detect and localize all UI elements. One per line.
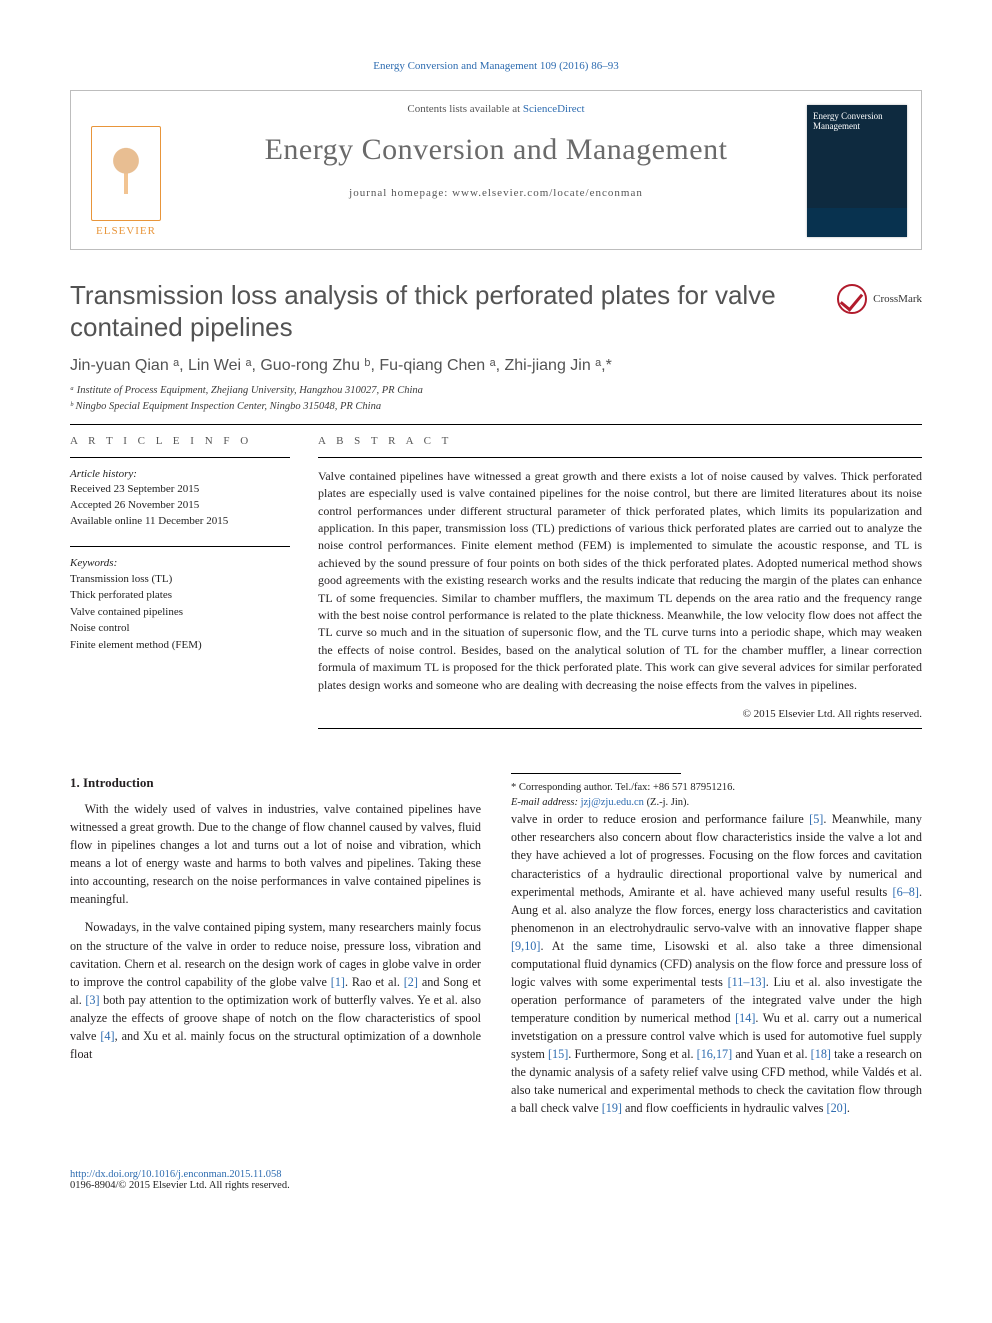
homepage-prefix: journal homepage: [349,187,452,199]
intro-paragraph-2-continued: valve in order to reduce erosion and per… [511,810,922,1117]
history-accepted: Accepted 26 November 2015 [70,498,290,514]
journal-cover-thumbnail: Energy Conversion Management [807,105,907,237]
citation-ref[interactable]: [18] [811,1047,831,1061]
keywords-heading: Keywords: [70,557,290,569]
crossmark-label: CrossMark [873,293,922,305]
intro-paragraph-1: With the widely used of valves in indust… [70,800,481,908]
rule-top [70,424,922,425]
history-received: Received 23 September 2015 [70,482,290,498]
issn-copyright: 0196-8904/© 2015 Elsevier Ltd. All right… [70,1180,922,1191]
abstract-label: A B S T R A C T [318,435,922,447]
page-footer: http://dx.doi.org/10.1016/j.enconman.201… [70,1169,922,1191]
homepage-url: www.elsevier.com/locate/enconman [452,187,643,199]
body-two-columns: 1. Introduction With the widely used of … [70,773,922,1145]
masthead: ELSEVIER Energy Conversion Management Co… [70,90,922,250]
citation-ref[interactable]: [4] [100,1029,114,1043]
elsevier-wordmark: ELSEVIER [96,225,156,237]
citation-ref[interactable]: [15] [548,1047,568,1061]
rule-abs-1 [318,457,922,458]
corr-email-link[interactable]: jzj@zju.edu.cn [581,797,644,808]
citation-ref[interactable]: [1] [331,975,345,989]
sciencedirect-link[interactable]: ScienceDirect [523,103,585,115]
citation-ref[interactable]: [11–13] [728,975,766,989]
text-run: , and Xu et al. mainly focus on the stru… [70,1029,481,1061]
citation-ref[interactable]: [16,17] [697,1047,733,1061]
keyword: Finite element method (FEM) [70,637,290,654]
elsevier-tree-icon [91,126,161,221]
journal-homepage-line: journal homepage: www.elsevier.com/locat… [71,187,921,199]
abstract-text: Valve contained pipelines have witnessed… [318,468,922,694]
affiliations: ᵃ Institute of Process Equipment, Zhejia… [70,383,922,413]
abstract-copyright: © 2015 Elsevier Ltd. All rights reserved… [318,708,922,720]
citation-ref[interactable]: [5] [809,812,823,826]
abstract-column: A B S T R A C T Valve contained pipeline… [318,435,922,739]
crossmark-icon [837,284,867,314]
citation-ref[interactable]: [14] [735,1011,755,1025]
journal-name: Energy Conversion and Management [71,133,921,167]
contents-prefix: Contents lists available at [407,103,522,115]
history-heading: Article history: [70,468,290,480]
affiliation-a: ᵃ Institute of Process Equipment, Zhejia… [70,383,922,398]
footnote-separator [511,773,681,774]
citation-ref[interactable]: [19] [602,1101,622,1115]
crossmark-widget[interactable]: CrossMark [837,284,922,314]
author-list: Jin-yuan Qian ᵃ, Lin Wei ᵃ, Guo-rong Zhu… [70,357,922,375]
citation-ref[interactable]: [6–8] [893,885,919,899]
paper-title: Transmission loss analysis of thick perf… [70,280,823,343]
text-run: and Yuan et al. [732,1047,810,1061]
contents-available-line: Contents lists available at ScienceDirec… [71,103,921,115]
rule-info-2 [70,546,290,547]
doi-link[interactable]: http://dx.doi.org/10.1016/j.enconman.201… [70,1169,281,1180]
rule-info-1 [70,457,290,458]
text-run: . [847,1101,850,1115]
article-info-column: A R T I C L E I N F O Article history: R… [70,435,290,739]
rule-abs-2 [318,728,922,729]
citation-header: Energy Conversion and Management 109 (20… [70,60,922,72]
citation-ref[interactable]: [20] [827,1101,847,1115]
text-run: . Rao et al. [345,975,404,989]
citation-ref[interactable]: [3] [85,993,99,1007]
text-run: . Furthermore, Song et al. [568,1047,696,1061]
text-run: and flow coefficients in hydraulic valve… [622,1101,827,1115]
section-heading-intro: 1. Introduction [70,773,481,792]
article-info-label: A R T I C L E I N F O [70,435,290,447]
corr-author-line: * Corresponding author. Tel./fax: +86 57… [511,780,922,795]
email-suffix: (Z.-j. Jin). [644,797,689,808]
email-label: E-mail address: [511,797,581,808]
keyword: Thick perforated plates [70,587,290,604]
affiliation-b: ᵇ Ningbo Special Equipment Inspection Ce… [70,399,922,414]
citation-ref[interactable]: [2] [404,975,418,989]
history-online: Available online 11 December 2015 [70,514,290,530]
keyword: Noise control [70,620,290,637]
intro-paragraph-2: Nowadays, in the valve contained piping … [70,918,481,1062]
text-run: valve in order to reduce erosion and per… [511,812,809,826]
elsevier-logo: ELSEVIER [85,105,167,237]
corresponding-author-footnote: * Corresponding author. Tel./fax: +86 57… [511,780,922,810]
keyword: Transmission loss (TL) [70,571,290,588]
citation-ref[interactable]: [9,10] [511,939,540,953]
article-history: Article history: Received 23 September 2… [70,468,290,530]
keywords-block: Keywords: Transmission loss (TL) Thick p… [70,557,290,654]
keyword: Valve contained pipelines [70,604,290,621]
